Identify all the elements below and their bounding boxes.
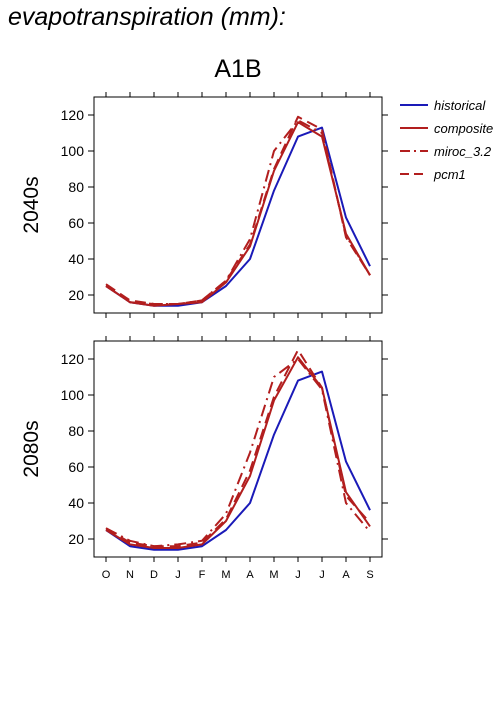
row-label: 2080s (20, 420, 43, 477)
y-tick-label: 100 (61, 387, 85, 403)
x-tick-label: N (126, 569, 134, 581)
legend-label: pcm1 (433, 167, 466, 182)
x-tick-label: J (319, 569, 325, 581)
legend-item-miroc_3.2: miroc_3.2 (400, 144, 492, 159)
row-label: 2040s (20, 176, 43, 233)
y-tick-label: 40 (68, 251, 84, 267)
legend: historical composite miroc_3.2 pcm1 (400, 98, 493, 182)
x-tick-label: O (102, 569, 111, 581)
plot-frame (93, 96, 383, 314)
y-tick-label: 40 (68, 495, 84, 511)
panel-heading: A1B (214, 55, 262, 83)
series-line-historical (105, 370, 371, 551)
series-line-composite (105, 121, 371, 307)
plot-frame (93, 340, 383, 558)
x-tick-label: J (175, 569, 181, 581)
x-tick-label: S (366, 569, 373, 581)
x-tick-label: M (269, 569, 278, 581)
x-tick-label: D (150, 569, 158, 581)
legend-item-composite: composite (400, 121, 493, 136)
panels-layer: 20 40 60 80 100 120 2040s 20 40 60 80 100 120 2080s O N… (20, 92, 388, 581)
series-line-pcm1 (105, 115, 371, 305)
y-tick-label: 60 (68, 215, 84, 231)
y-tick-label: 20 (68, 287, 84, 303)
legend-label: composite (434, 121, 493, 136)
figure-title: evapotranspiration (mm): (8, 3, 286, 31)
x-tick-label: A (342, 569, 350, 581)
y-tick-label: 60 (68, 459, 84, 475)
x-tick-label: F (199, 569, 206, 581)
series-line-historical (105, 126, 371, 307)
panel-2040s: 20 40 60 80 100 120 2040s (20, 92, 388, 318)
y-tick-label: 120 (61, 107, 85, 123)
series-line-composite (105, 356, 371, 549)
y-tick-label: 80 (68, 423, 84, 439)
y-tick-label: 120 (61, 351, 85, 367)
x-tick-label: M (221, 569, 230, 581)
legend-label: miroc_3.2 (434, 144, 492, 159)
series-line-miroc_3.2 (105, 358, 371, 548)
x-tick-label: J (295, 569, 301, 581)
legend-label: historical (434, 98, 486, 113)
y-tick-label: 100 (61, 143, 85, 159)
panel-2080s: 20 40 60 80 100 120 2080s (20, 336, 388, 562)
legend-item-pcm1: pcm1 (400, 167, 466, 182)
y-tick-label: 80 (68, 179, 84, 195)
series-line-miroc_3.2 (105, 119, 371, 305)
x-tick-label: A (246, 569, 254, 581)
series-line-pcm1 (105, 349, 371, 548)
y-tick-label: 20 (68, 531, 84, 547)
legend-item-historical: historical (400, 98, 486, 113)
